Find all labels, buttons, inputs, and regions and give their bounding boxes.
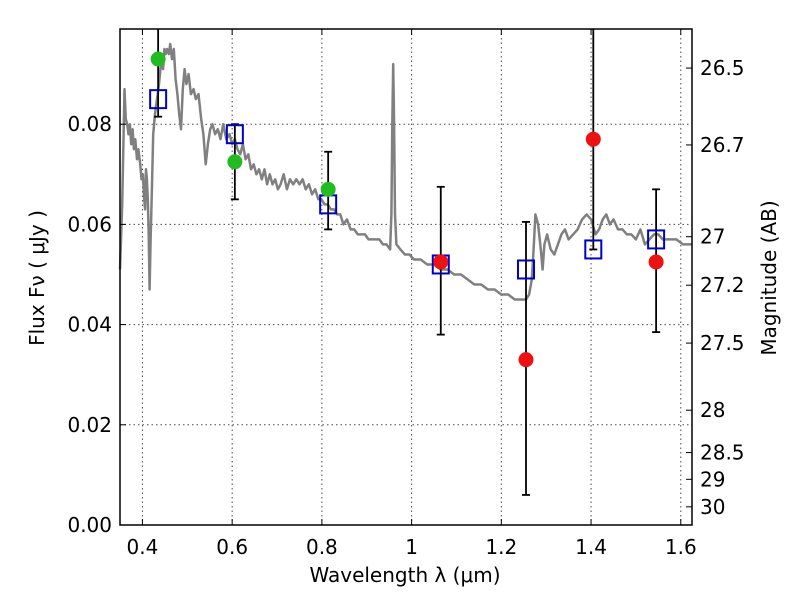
grid [120, 29, 692, 526]
ticks: 0.4 0.6 0.8 1 1.2 1.4 1.6 0.00 0.02 0.04 0.06 0.08 2… [67, 29, 745, 559]
nir-point [518, 352, 534, 368]
detection-point [150, 51, 166, 67]
mag-tick-label: 30 [700, 495, 725, 519]
model-point [647, 229, 666, 250]
x-tick-label: 0.4 [127, 535, 159, 559]
detection-point [227, 154, 243, 170]
model-point [149, 89, 168, 110]
mag-tick-label: 27.5 [700, 331, 745, 355]
sed-template-line [118, 42, 692, 301]
y-tick-label: 0.06 [67, 212, 112, 236]
y-axis-label-left: Flux Fν ( μJy ) [25, 210, 49, 346]
mag-tick-label: 29 [700, 467, 725, 491]
detection-point [320, 181, 336, 197]
mag-tick-label: 27 [700, 225, 725, 249]
model-point [517, 259, 536, 280]
y-tick-label: 0.02 [67, 413, 112, 437]
nir-point [648, 254, 664, 270]
model-point [225, 124, 244, 145]
x-tick-label: 1 [405, 535, 418, 559]
x-tick-label: 1.6 [665, 535, 697, 559]
y-axis-label-right: Magnitude (AB) [757, 200, 781, 355]
plot-area [118, 29, 692, 496]
mag-tick-label: 26.5 [700, 56, 745, 80]
mag-tick-label: 27.2 [700, 273, 745, 297]
x-tick-label: 1.4 [575, 535, 607, 559]
mag-tick-label: 28 [700, 398, 725, 422]
x-tick-label: 0.8 [306, 535, 338, 559]
x-tick-label: 1.2 [485, 535, 517, 559]
nir-point [585, 131, 601, 147]
y-tick-label: 0.00 [67, 513, 112, 537]
x-tick-label: 0.6 [216, 535, 248, 559]
mag-tick-label: 28.5 [700, 441, 745, 465]
y-tick-label: 0.08 [67, 112, 112, 136]
model-point [584, 239, 603, 260]
mag-tick-label: 26.7 [700, 133, 745, 157]
y-tick-label: 0.04 [67, 313, 112, 337]
x-axis-label: Wavelength λ (μm) [309, 563, 500, 587]
nir-point [433, 254, 449, 270]
axes-frame [119, 28, 693, 526]
